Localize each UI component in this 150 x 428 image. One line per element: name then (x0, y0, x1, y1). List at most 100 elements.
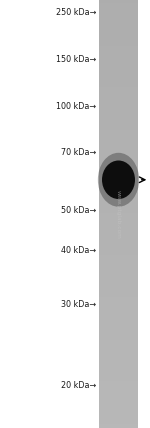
Bar (99, 410, 138, 411)
Bar (99, 312, 138, 314)
Text: 40 kDa→: 40 kDa→ (61, 246, 96, 255)
Bar (99, 16, 138, 17)
Bar (99, 348, 138, 350)
Bar (99, 341, 138, 342)
Bar (99, 123, 138, 124)
Bar (99, 128, 138, 130)
Bar (99, 238, 138, 240)
Bar (99, 43, 138, 44)
Bar (99, 325, 138, 327)
Bar (99, 164, 138, 166)
Bar (99, 134, 138, 136)
Bar (99, 253, 138, 254)
Bar (99, 247, 138, 248)
Bar (99, 405, 138, 407)
Bar (99, 167, 138, 168)
Bar (99, 14, 138, 16)
Bar (99, 418, 138, 419)
Bar (99, 23, 138, 24)
Bar (99, 384, 138, 385)
Bar (99, 183, 138, 184)
Bar (99, 198, 138, 200)
Bar (99, 402, 138, 404)
Bar (99, 48, 138, 50)
Bar (99, 321, 138, 322)
Bar (99, 78, 138, 80)
Bar (99, 178, 138, 180)
Bar (99, 285, 138, 287)
Bar (99, 63, 138, 64)
Bar (99, 110, 138, 111)
Bar (99, 244, 138, 245)
Bar (99, 427, 138, 428)
Bar (99, 56, 138, 57)
Bar (99, 237, 138, 238)
Bar (99, 258, 138, 260)
Bar (99, 217, 138, 218)
Bar (99, 27, 138, 29)
Bar (99, 9, 138, 10)
Bar (99, 67, 138, 68)
Bar (99, 361, 138, 363)
Bar (99, 202, 138, 204)
Bar (99, 220, 138, 221)
Bar (99, 261, 138, 262)
Bar (99, 218, 138, 220)
Bar (99, 200, 138, 201)
Bar (99, 108, 138, 110)
Bar (99, 196, 138, 197)
Bar (99, 166, 138, 167)
Bar (99, 297, 138, 298)
Bar (99, 399, 138, 401)
Bar (99, 30, 138, 31)
Bar (99, 138, 138, 140)
Bar (99, 64, 138, 65)
Bar (99, 153, 138, 154)
Bar (99, 335, 138, 337)
Bar (99, 204, 138, 205)
Bar (99, 84, 138, 86)
Text: 50 kDa→: 50 kDa→ (61, 206, 96, 215)
Bar (99, 328, 138, 330)
Text: 20 kDa→: 20 kDa→ (61, 380, 96, 390)
Bar (99, 284, 138, 285)
Bar (99, 94, 138, 95)
Bar (99, 231, 138, 232)
Bar (99, 250, 138, 251)
Bar (99, 12, 138, 13)
Bar (99, 358, 138, 360)
Bar (99, 226, 138, 227)
Bar (99, 367, 138, 368)
Bar (99, 174, 138, 175)
Bar (99, 334, 138, 335)
Bar (99, 415, 138, 416)
Bar (99, 271, 138, 273)
Bar (99, 264, 138, 265)
Bar (99, 51, 138, 53)
Bar (99, 354, 138, 355)
Bar (99, 291, 138, 292)
Bar (99, 377, 138, 378)
Bar (99, 53, 138, 54)
Bar (99, 268, 138, 270)
Bar (99, 273, 138, 274)
Bar (99, 281, 138, 282)
Bar (99, 44, 138, 46)
Text: www.ptglab.com: www.ptglab.com (116, 190, 121, 238)
Bar (99, 386, 138, 388)
Bar (99, 364, 138, 365)
Bar (99, 228, 138, 230)
Bar (99, 42, 138, 43)
Bar (99, 355, 138, 357)
Bar (99, 37, 138, 39)
Bar (99, 98, 138, 100)
Text: 30 kDa→: 30 kDa→ (61, 300, 96, 309)
Bar (99, 107, 138, 108)
Bar (99, 149, 138, 150)
Bar (99, 394, 138, 395)
Bar (99, 81, 138, 83)
Bar (99, 305, 138, 307)
Bar (99, 412, 138, 414)
Bar (99, 77, 138, 78)
Bar (99, 205, 138, 207)
